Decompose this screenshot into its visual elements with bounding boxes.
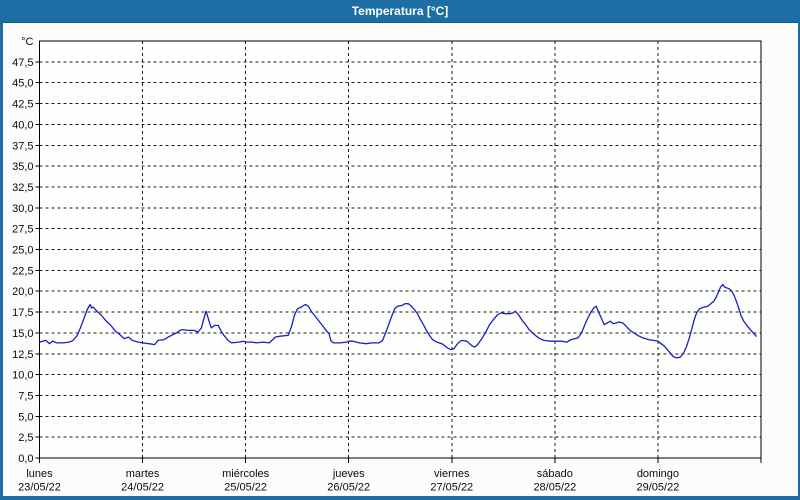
y-tick-label: 10,0 [12, 370, 33, 382]
x-day-name-label: jueves [332, 468, 365, 480]
y-tick-label: 20,0 [12, 286, 33, 298]
y-tick-label: 2,5 [18, 432, 33, 444]
x-day-name-label: martes [126, 468, 160, 480]
y-tick-label: 42,5 [12, 99, 33, 111]
x-date-label: 29/05/22 [637, 482, 680, 494]
x-date-label: 23/05/22 [18, 482, 61, 494]
y-tick-label: 15,0 [12, 328, 33, 340]
x-date-label: 26/05/22 [327, 482, 370, 494]
y-tick-label: 45,0 [12, 78, 33, 90]
y-tick-label: 35,0 [12, 161, 33, 173]
x-date-label: 25/05/22 [224, 482, 267, 494]
window-border-left [0, 0, 3, 500]
x-day-name-label: sábado [537, 468, 573, 480]
temperature-line-chart: 0,0 2,5 5,0 7,5 10,0 12,5 15,0 17,5 20,0 22,5 25,0… [12, 36, 762, 494]
x-date-label: 24/05/22 [121, 482, 164, 494]
y-tick-label: 30,0 [12, 203, 33, 215]
y-tick-label: 0,0 [18, 453, 33, 465]
y-tick-label: 32,5 [12, 182, 33, 194]
x-day-name-label: lunes [26, 468, 53, 480]
y-axis-unit-label: °C [21, 36, 33, 48]
y-tick-label: 22,5 [12, 265, 33, 277]
window-title: Temperatura [°C] [351, 4, 449, 18]
window-border-right [798, 0, 800, 500]
x-day-name-label: domingo [637, 468, 679, 480]
y-tick-label: 25,0 [12, 245, 33, 257]
y-tick-label: 5,0 [18, 411, 33, 423]
chart-area: 0,0 2,5 5,0 7,5 10,0 12,5 15,0 17,5 20,0 22,5 25,0… [0, 22, 800, 500]
y-tick-label: 12,5 [12, 349, 33, 361]
y-tick-label: 47,5 [12, 57, 33, 69]
y-tick-label: 40,0 [12, 119, 33, 131]
window-border-bottom [0, 496, 800, 500]
title-bar[interactable]: Temperatura [°C] [0, 0, 800, 23]
x-day-name-label: miércoles [222, 468, 270, 480]
y-tick-label: 7,5 [18, 390, 33, 402]
y-tick-label: 17,5 [12, 307, 33, 319]
y-tick-label: 37,5 [12, 140, 33, 152]
temperature-series-line [38, 283, 757, 359]
y-tick-label: 27,5 [12, 224, 33, 236]
x-date-label: 28/05/22 [533, 482, 576, 494]
x-date-label: 27/05/22 [430, 482, 473, 494]
x-day-name-label: viernes [434, 468, 470, 480]
